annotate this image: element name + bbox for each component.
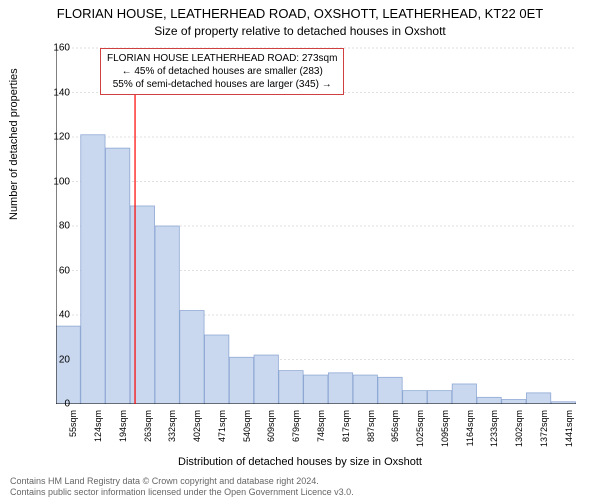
xtick-label: 817sqm (341, 410, 351, 450)
xtick-label: 1095sqm (440, 410, 450, 450)
xtick-label: 1441sqm (564, 410, 574, 450)
xtick-label: 609sqm (266, 410, 276, 450)
xtick-label: 263sqm (143, 410, 153, 450)
ytick-label: 120 (40, 132, 70, 143)
xtick-label: 1233sqm (489, 410, 499, 450)
xtick-label: 332sqm (167, 410, 177, 450)
xtick-label: 1302sqm (514, 410, 524, 450)
xtick-label: 1025sqm (415, 410, 425, 450)
ytick-label: 140 (40, 87, 70, 98)
ytick-label: 40 (40, 310, 70, 321)
ytick-label: 80 (40, 221, 70, 232)
chart-container: FLORIAN HOUSE, LEATHERHEAD ROAD, OXSHOTT… (0, 0, 600, 500)
ytick-label: 160 (40, 43, 70, 54)
ytick-label: 60 (40, 265, 70, 276)
credits-line2: Contains public sector information licen… (10, 487, 590, 498)
xtick-label: 1372sqm (539, 410, 549, 450)
credits-line1: Contains HM Land Registry data © Crown c… (10, 476, 590, 487)
ytick-label: 20 (40, 354, 70, 365)
xtick-label: 748sqm (316, 410, 326, 450)
xtick-label: 55sqm (68, 410, 78, 450)
title-main: FLORIAN HOUSE, LEATHERHEAD ROAD, OXSHOTT… (0, 6, 600, 21)
x-axis-label: Distribution of detached houses by size … (0, 456, 600, 468)
annotation-line3: 55% of semi-detached houses are larger (… (107, 78, 337, 91)
xtick-label: 471sqm (217, 410, 227, 450)
xtick-label: 887sqm (366, 410, 376, 450)
ytick-label: 0 (40, 399, 70, 410)
title-sub: Size of property relative to detached ho… (0, 24, 600, 38)
xtick-label: 124sqm (93, 410, 103, 450)
ytick-label: 100 (40, 176, 70, 187)
annotation-line2: ← 45% of detached houses are smaller (28… (107, 65, 337, 78)
xtick-label: 956sqm (390, 410, 400, 450)
xtick-label: 540sqm (242, 410, 252, 450)
xtick-label: 679sqm (291, 410, 301, 450)
chart-svg (56, 44, 580, 404)
xtick-label: 194sqm (118, 410, 128, 450)
xtick-label: 1164sqm (465, 410, 475, 450)
chart-area (56, 44, 580, 404)
y-axis-label: Number of detached properties (8, 68, 20, 220)
annotation-box: FLORIAN HOUSE LEATHERHEAD ROAD: 273sqm ←… (100, 48, 344, 95)
credits: Contains HM Land Registry data © Crown c… (10, 476, 590, 498)
xtick-label: 402sqm (192, 410, 202, 450)
annotation-line1: FLORIAN HOUSE LEATHERHEAD ROAD: 273sqm (107, 52, 337, 65)
